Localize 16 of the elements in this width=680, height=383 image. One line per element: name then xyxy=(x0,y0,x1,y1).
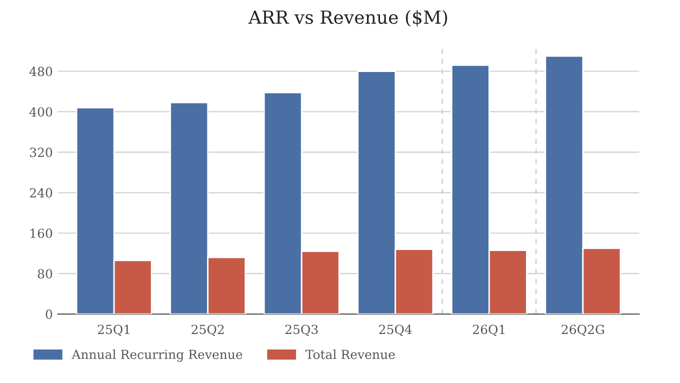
legend-label: Annual Recurring Revenue xyxy=(72,349,242,362)
x-tick-label: 25Q2 xyxy=(192,324,224,336)
y-tick-label: 80 xyxy=(38,269,52,279)
y-tick-label: 160 xyxy=(30,228,52,238)
y-tick-label: 0 xyxy=(46,310,52,319)
x-tick-label: 25Q4 xyxy=(379,324,412,336)
x-tick-label: 26Q2G xyxy=(562,324,604,336)
chart-title: ARR vs Revenue ($M) xyxy=(248,10,448,27)
x-tick-label: 26Q1 xyxy=(472,324,504,336)
y-tick-label: 480 xyxy=(29,66,52,76)
legend-label: Total Revenue xyxy=(306,349,395,360)
x-tick-label: 25Q3 xyxy=(285,324,318,336)
y-tick-label: 240 xyxy=(30,188,52,198)
x-tick-label: 25Q1 xyxy=(98,324,130,336)
y-tick-label: 320 xyxy=(30,148,52,158)
y-tick-label: 400 xyxy=(29,107,52,117)
